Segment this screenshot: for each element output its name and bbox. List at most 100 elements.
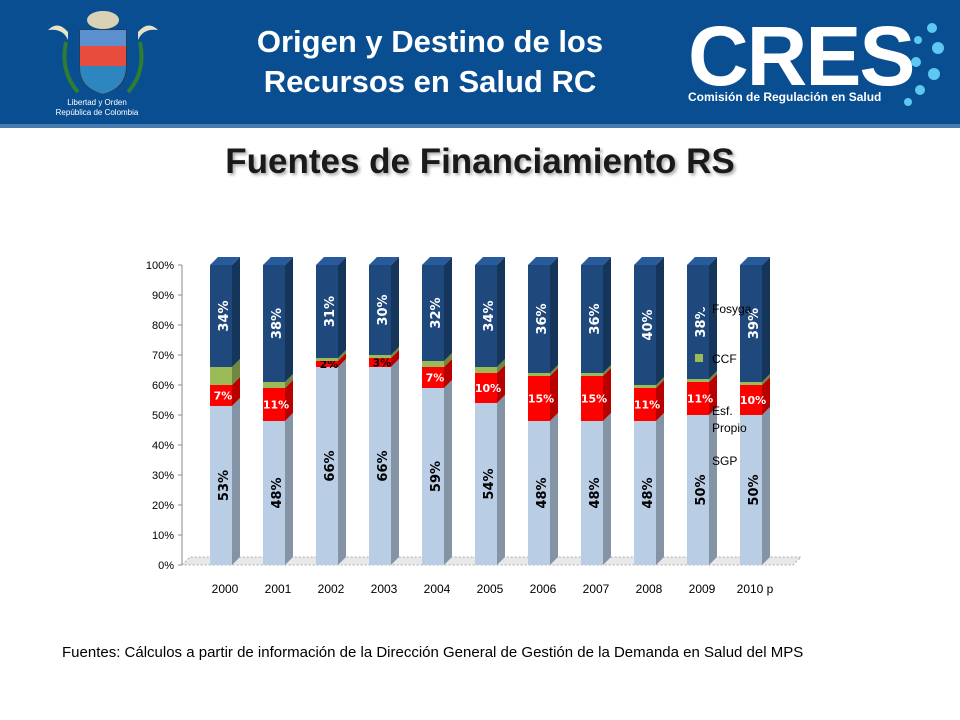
header-title-line1: Origen y Destino de los	[256, 24, 604, 59]
y-tick-label: 80%	[152, 320, 174, 332]
legend-swatch	[695, 354, 703, 362]
data-label: 11%	[634, 399, 660, 412]
bar-segment-fosyga: 36%	[581, 257, 611, 373]
bar-front	[475, 373, 497, 403]
bar-front	[316, 358, 338, 361]
x-tick-label: 2006	[530, 582, 557, 596]
bar-side	[656, 377, 664, 388]
bar-segment-sgp: 53%	[210, 398, 240, 565]
data-label: 10%	[475, 382, 501, 395]
slide-title: Fuentes de Financiamiento RS	[225, 142, 735, 181]
bar-segment-ccf	[316, 350, 346, 361]
bar-top	[210, 257, 240, 265]
bar-front	[263, 382, 285, 388]
bar-segment-esf-propio: 7%	[422, 359, 452, 388]
bar-front	[369, 367, 391, 565]
legend-label: Fosyga	[712, 302, 752, 316]
data-label: 54%	[482, 468, 497, 499]
bar-side	[285, 257, 293, 382]
legend-item: CCF	[695, 352, 737, 366]
data-label: 32%	[429, 297, 444, 328]
y-tick-label: 60%	[152, 380, 174, 392]
bar-segment-ccf	[581, 365, 611, 376]
data-label: 11%	[687, 393, 713, 406]
header-divider	[0, 124, 960, 128]
bar-segment-sgp: 54%	[475, 395, 505, 565]
bar-front	[316, 265, 338, 358]
bar-segment-esf-propio: 11%	[634, 380, 664, 421]
bar-segment-esf-propio: 11%	[687, 374, 717, 415]
bar-front	[581, 421, 603, 565]
bar-side	[709, 257, 717, 379]
bar-front	[581, 373, 603, 376]
bar-front	[634, 388, 656, 421]
slide-header: Libertad y Orden República de Colombia O…	[0, 0, 960, 128]
bar-front	[475, 265, 497, 367]
data-label: 66%	[376, 450, 391, 481]
data-label: 34%	[482, 300, 497, 331]
bar-segment-fosyga: 39%	[740, 257, 770, 382]
bar-side	[497, 257, 505, 367]
x-tick-label: 2002	[318, 582, 345, 596]
bar-front	[422, 388, 444, 565]
bar-front	[581, 265, 603, 373]
bar-top	[422, 257, 452, 265]
data-label: 48%	[641, 477, 656, 508]
bar-front	[422, 367, 444, 388]
bar-segment-sgp: 59%	[422, 380, 452, 565]
y-tick-label: 10%	[152, 530, 174, 542]
bar-segment-esf-propio: 11%	[263, 380, 293, 421]
crest-caption: Libertad y Orden República de Colombia	[38, 98, 156, 118]
data-label: 36%	[535, 303, 550, 334]
data-label: 39%	[747, 308, 762, 339]
bar-segment-sgp: 48%	[634, 413, 664, 565]
y-tick-label: 50%	[152, 410, 174, 422]
bar-side	[232, 359, 240, 385]
y-tick-label: 20%	[152, 500, 174, 512]
bar-front	[316, 367, 338, 565]
bar-segment-sgp: 48%	[528, 413, 558, 565]
bar-side	[444, 257, 452, 361]
bar-front	[740, 385, 762, 415]
bar-side	[285, 380, 293, 421]
header-title-line2: Recursos en Salud RC	[263, 64, 597, 99]
bar-front	[263, 265, 285, 382]
x-tick-label: 2005	[477, 582, 504, 596]
bar-side	[762, 374, 770, 385]
bar-front	[528, 373, 550, 376]
bar-front	[316, 361, 338, 367]
data-label: 15%	[581, 393, 607, 406]
bar-segment-ccf	[475, 359, 505, 373]
bar-side	[497, 359, 505, 373]
bar-front	[475, 403, 497, 565]
bar-front	[687, 415, 709, 565]
data-label: 59%	[429, 461, 444, 492]
bar-segment-ccf	[528, 365, 558, 376]
bar-side	[550, 365, 558, 376]
bar-segment-ccf	[422, 353, 452, 367]
bar-front	[740, 265, 762, 382]
bar-front	[369, 355, 391, 358]
legend-label: CCF	[712, 352, 737, 366]
legend-swatch	[695, 456, 703, 464]
data-label: 10%	[740, 394, 766, 407]
bar-side	[550, 257, 558, 373]
bar-segment-esf-propio: 7%	[210, 377, 240, 406]
data-label: 3%	[373, 357, 392, 370]
bar-front	[210, 265, 232, 367]
bar-segment-sgp: 50%	[740, 407, 770, 565]
bar-side	[550, 413, 558, 565]
data-label: 66%	[323, 450, 338, 481]
bar-side	[603, 413, 611, 565]
data-label: 38%	[694, 306, 709, 337]
legend-item: Fosyga	[695, 302, 752, 316]
bar-side	[656, 413, 664, 565]
data-label: 30%	[376, 294, 391, 325]
data-label: 7%	[214, 390, 233, 403]
legend-swatch	[695, 406, 703, 414]
bar-front	[634, 265, 656, 385]
bar-side	[656, 257, 664, 385]
data-label: 48%	[588, 477, 603, 508]
legend-label: SGP	[712, 454, 737, 468]
bar-side	[709, 407, 717, 565]
